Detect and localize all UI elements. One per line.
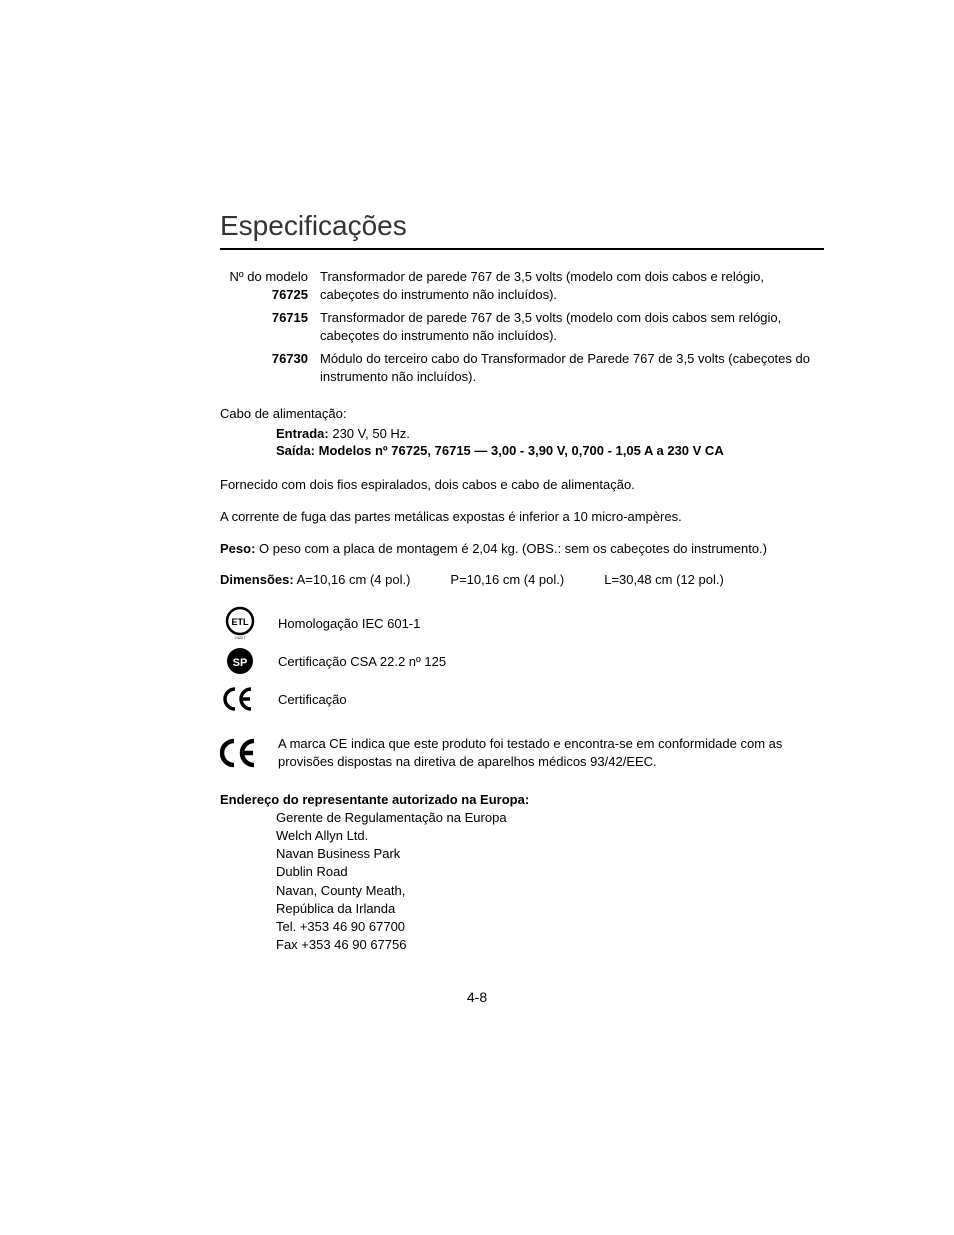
model-number: 76725 xyxy=(220,286,308,304)
cert-iec-text: Homologação IEC 601-1 xyxy=(278,616,420,631)
weight-text: Peso: O peso com a placa de montagem é 2… xyxy=(220,540,824,558)
dim-label: Dimensões: xyxy=(220,572,294,587)
model-row: 76715 Transformador de parede 767 de 3,5… xyxy=(220,309,824,344)
model-desc: Transformador de parede 767 de 3,5 volts… xyxy=(320,309,824,344)
address-block: Endereço do representante autorizado na … xyxy=(220,791,824,955)
address-line: Fax +353 46 90 67756 xyxy=(276,936,824,954)
model-desc: Módulo do terceiro cabo do Transformador… xyxy=(320,350,824,385)
cert-csa-text: Certificação CSA 22.2 nº 125 xyxy=(278,654,446,669)
cert-ce-short: Certificação xyxy=(220,683,824,715)
dim-a: A=10,16 cm (4 pol.) xyxy=(294,572,411,587)
entrada-label: Entrada: xyxy=(276,426,329,441)
cert-csa: SP Certificação CSA 22.2 nº 125 xyxy=(220,645,824,677)
address-line: Tel. +353 46 90 67700 xyxy=(276,918,824,936)
saida-line: Saída: Modelos nº 76725, 76715 — 3,00 - … xyxy=(276,442,824,460)
weight-value: O peso com a placa de montagem é 2,04 kg… xyxy=(255,541,767,556)
ce-note: A marca CE indica que este produto foi t… xyxy=(220,735,824,770)
power-heading: Cabo de alimentação: xyxy=(220,405,824,423)
address-line: Dublin Road xyxy=(276,863,824,881)
address-line: Navan, County Meath, xyxy=(276,882,824,900)
section-title: Especificações xyxy=(220,210,824,250)
dim-l: L=30,48 cm (12 pol.) xyxy=(604,572,724,587)
model-table: Nº do modelo 76725 Transformador de pare… xyxy=(220,268,824,385)
model-header: Nº do modelo xyxy=(220,268,308,286)
ce-note-text: A marca CE indica que este produto foi t… xyxy=(278,735,824,770)
model-row: Nº do modelo 76725 Transformador de pare… xyxy=(220,268,824,303)
ce-icon xyxy=(220,737,260,769)
svg-text:ETL: ETL xyxy=(232,617,250,627)
address-line: Gerente de Regulamentação na Europa xyxy=(276,809,824,827)
svg-text:SP: SP xyxy=(233,657,248,669)
model-desc: Transformador de parede 767 de 3,5 volts… xyxy=(320,268,824,303)
address-lines: Gerente de Regulamentação na Europa Welc… xyxy=(276,809,824,955)
etl-icon: ETL 74227 xyxy=(220,607,260,639)
model-row: 76730 Módulo do terceiro cabo do Transfo… xyxy=(220,350,824,385)
cert-ce-short-text: Certificação xyxy=(278,692,347,707)
svg-text:74227: 74227 xyxy=(234,635,246,640)
weight-label: Peso: xyxy=(220,541,255,556)
entrada-value: 230 V, 50 Hz. xyxy=(329,426,410,441)
page-number: 4-8 xyxy=(0,989,954,1005)
dimensions-row: Dimensões: A=10,16 cm (4 pol.) P=10,16 c… xyxy=(220,572,824,587)
address-line: Welch Allyn Ltd. xyxy=(276,827,824,845)
ce-icon xyxy=(220,683,260,715)
dim-p: P=10,16 cm (4 pol.) xyxy=(450,572,564,587)
address-line: República da Irlanda xyxy=(276,900,824,918)
model-number: 76730 xyxy=(220,350,308,368)
cert-iec: ETL 74227 Homologação IEC 601-1 xyxy=(220,607,824,639)
address-heading: Endereço do representante autorizado na … xyxy=(220,791,824,809)
csa-icon: SP xyxy=(220,645,260,677)
leakage-text: A corrente de fuga das partes metálicas … xyxy=(220,508,824,526)
power-section: Cabo de alimentação: Entrada: 230 V, 50 … xyxy=(220,405,824,460)
model-number: 76715 xyxy=(220,309,308,327)
supplied-text: Fornecido com dois fios espiralados, doi… xyxy=(220,476,824,494)
address-line: Navan Business Park xyxy=(276,845,824,863)
